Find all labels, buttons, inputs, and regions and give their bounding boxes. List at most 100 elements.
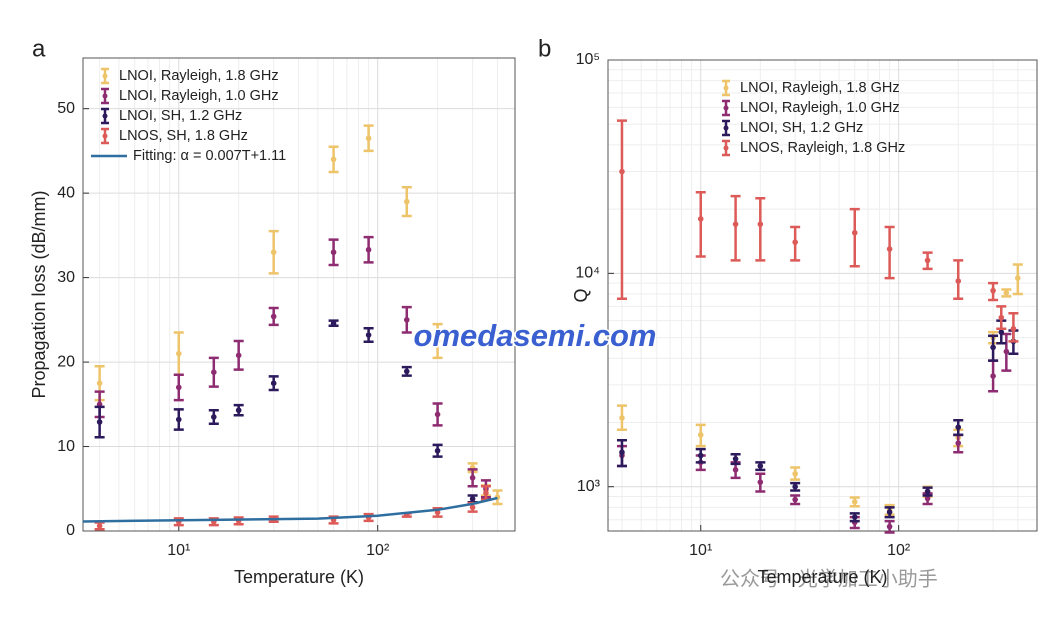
legend-swatch-dot (723, 125, 729, 131)
legend-swatch-dot (102, 113, 108, 119)
data-point (998, 329, 1005, 335)
data-point (851, 229, 858, 236)
data-point (955, 424, 962, 431)
error-bar (730, 194, 741, 262)
data-point (1003, 290, 1010, 296)
data-point (1003, 348, 1010, 355)
data-point (619, 449, 625, 456)
data-point (330, 320, 337, 327)
data-point (1010, 325, 1017, 332)
legend-swatch-dot (723, 105, 729, 111)
legend-swatch-dot (102, 93, 108, 99)
legend-label: LNOI, Rayleigh, 1.8 GHz (740, 80, 900, 96)
data-point (990, 344, 996, 351)
legend-label: LNOI, Rayleigh, 1.0 GHz (119, 88, 279, 104)
data-point (757, 221, 764, 227)
y-tick-label: 10⁵ (576, 51, 600, 68)
fit-line (82, 496, 498, 523)
data-point (96, 523, 103, 529)
legend-label: LNOI, Rayleigh, 1.0 GHz (740, 100, 900, 116)
data-point (96, 380, 103, 386)
y-tick-label: 30 (57, 269, 75, 286)
data-point (955, 440, 962, 446)
x-tick-label: 10¹ (167, 542, 190, 559)
data-point (619, 415, 625, 421)
data-point (924, 495, 931, 502)
data-point (270, 380, 277, 386)
data-point (732, 467, 739, 473)
data-point (235, 352, 242, 359)
data-point (365, 135, 372, 142)
data-point (792, 239, 798, 245)
data-point (990, 287, 996, 294)
panel-label: a (32, 35, 46, 62)
data-point (469, 474, 476, 481)
x-tick-label: 10² (366, 542, 390, 559)
error-bar (884, 225, 895, 280)
data-point (434, 411, 441, 418)
legend-label: LNOI, SH, 1.2 GHz (119, 108, 242, 124)
data-point (792, 496, 798, 503)
legend-label: Fitting: α = 0.007T+1.11 (133, 148, 286, 164)
data-point (990, 373, 996, 379)
data-point (211, 414, 217, 420)
data-point (792, 470, 798, 477)
data-point (619, 168, 625, 175)
data-point (955, 278, 962, 284)
legend-label: LNOI, SH, 1.2 GHz (740, 120, 863, 136)
y-tick-label: 10 (57, 438, 75, 455)
data-point (403, 198, 410, 205)
plot-area (82, 124, 503, 531)
y-tick-label: 0 (66, 522, 75, 539)
data-point (175, 350, 182, 357)
data-point (757, 479, 764, 485)
data-point (330, 249, 337, 256)
error-bar (849, 207, 860, 268)
error-bar (616, 119, 627, 301)
panel-label: b (538, 35, 551, 62)
legend-swatch-dot (723, 85, 729, 91)
data-point (697, 432, 704, 438)
legend-label: LNOS, Rayleigh, 1.8 GHz (740, 140, 905, 156)
x-axis-label: Temperature (K) (757, 567, 887, 587)
data-point (886, 509, 893, 515)
y-tick-label: 20 (57, 353, 75, 370)
y-tick-label: 10³ (577, 478, 601, 495)
data-point (175, 416, 182, 423)
data-point (434, 338, 441, 344)
data-point (270, 249, 277, 256)
y-tick-label: 40 (57, 184, 75, 201)
y-tick-label: 50 (57, 100, 75, 117)
error-bar (695, 190, 706, 258)
watermark: omedasemi.com (414, 318, 657, 353)
data-point (175, 384, 182, 391)
data-point (697, 216, 704, 222)
data-point (270, 313, 277, 320)
legend-swatch-dot (102, 133, 108, 139)
footer-watermark: 公众号 · 光学加工小助手 (720, 567, 938, 590)
data-point (886, 246, 893, 252)
data-point (924, 257, 931, 264)
y-tick-label: 10⁴ (575, 265, 600, 282)
data-point (732, 221, 739, 227)
x-tick-label: 10² (887, 542, 911, 559)
legend-label: LNOS, SH, 1.8 GHz (119, 128, 248, 144)
legend-swatch-dot (102, 73, 108, 79)
x-tick-label: 10¹ (689, 542, 712, 559)
data-point (330, 156, 337, 163)
data-point (851, 514, 858, 520)
data-point (998, 314, 1005, 321)
y-axis-label: Q (571, 288, 591, 302)
y-axis-label: Propagation loss (dB/mm) (29, 190, 49, 398)
legend-swatch-dot (723, 145, 729, 151)
data-point (365, 246, 372, 253)
data-point (1015, 275, 1021, 281)
data-point (886, 523, 893, 530)
data-point (403, 317, 410, 323)
data-point (211, 369, 217, 376)
data-point (697, 452, 704, 459)
data-point (469, 504, 476, 511)
plot-area (616, 119, 1023, 534)
plot-frame (82, 57, 516, 532)
